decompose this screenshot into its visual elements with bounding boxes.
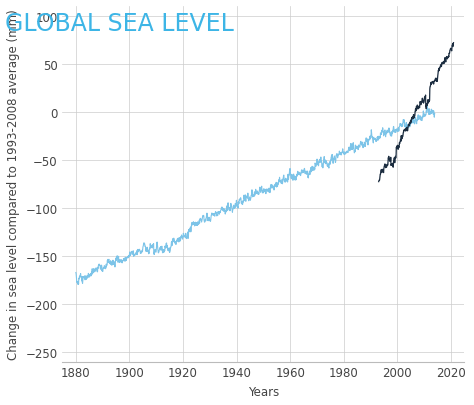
Y-axis label: Change in sea level compared to 1993-2008 average (mm): Change in sea level compared to 1993-200… bbox=[7, 9, 20, 359]
Text: GLOBAL SEA LEVEL: GLOBAL SEA LEVEL bbox=[5, 12, 234, 36]
X-axis label: Years: Years bbox=[248, 385, 279, 398]
